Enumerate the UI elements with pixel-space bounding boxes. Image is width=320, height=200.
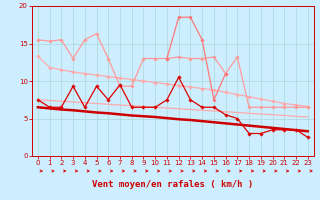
X-axis label: Vent moyen/en rafales ( km/h ): Vent moyen/en rafales ( km/h ) [92, 180, 253, 189]
